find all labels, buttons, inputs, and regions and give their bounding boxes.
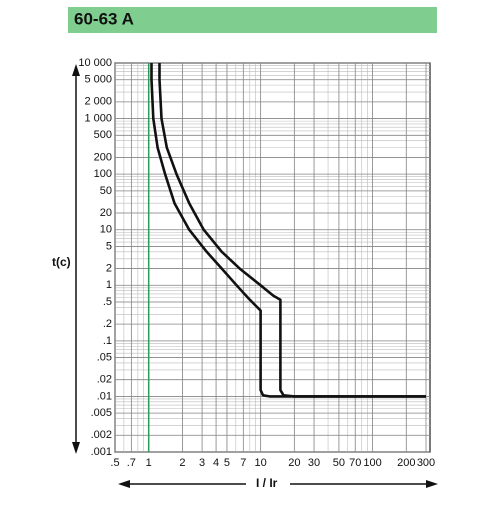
y-tick-label: 500 [94, 129, 112, 141]
y-tick-label: .002 [91, 429, 112, 441]
y-tick-label: .001 [91, 446, 112, 458]
x-tick-label: 4 [213, 457, 219, 469]
y-tick-label: .1 [103, 335, 112, 347]
x-tick-label: 200 [397, 457, 415, 469]
y-tick-label: 1 000 [84, 112, 112, 124]
x-tick-label: 50 [333, 457, 345, 469]
y-tick-label: .01 [97, 390, 112, 402]
y-tick-label: .05 [97, 351, 112, 363]
x-tick-label: 30 [308, 457, 320, 469]
y-axis-label: t(c) [52, 255, 71, 269]
y-tick-label: 1 [106, 279, 112, 291]
x-tick-label: 10 [255, 457, 267, 469]
x-tick-label: 1 [146, 457, 152, 469]
x-tick-label: 3 [199, 457, 205, 469]
y-tick-label: .005 [91, 407, 112, 419]
x-tick-label: .7 [127, 457, 136, 469]
x-tick-label: 70 [349, 457, 361, 469]
y-tick-label: 20 [100, 207, 112, 219]
x-arrow [118, 480, 438, 488]
x-tick-label: 5 [224, 457, 230, 469]
y-tick-label: .5 [103, 296, 112, 308]
x-tick-label: 300 [417, 457, 435, 469]
trip-curve [158, 63, 426, 398]
y-tick-label: .02 [97, 374, 112, 386]
trip-curve [150, 63, 426, 398]
y-tick-label: 5 000 [84, 74, 112, 86]
y-tick-label: 200 [94, 151, 112, 163]
y-arrow [72, 64, 80, 454]
x-tick-label: .5 [110, 457, 119, 469]
y-tick-label: 5 [106, 240, 112, 252]
x-tick-label: 7 [240, 457, 246, 469]
y-tick-label: .2 [103, 318, 112, 330]
title-bar [68, 7, 437, 33]
y-tick-label: 100 [94, 168, 112, 180]
y-tick-label: 50 [100, 185, 112, 197]
x-axis-label: I / Ir [256, 476, 278, 490]
y-tick-label: 2 [106, 262, 112, 274]
chart-title: 60-63 A [74, 9, 134, 28]
x-tick-label: 20 [288, 457, 300, 469]
y-tick-label: 2 000 [84, 96, 112, 108]
y-tick-label: 10 [100, 224, 112, 236]
x-tick-label: 100 [363, 457, 381, 469]
y-tick-label: 10 000 [78, 57, 112, 69]
x-tick-label: 2 [179, 457, 185, 469]
